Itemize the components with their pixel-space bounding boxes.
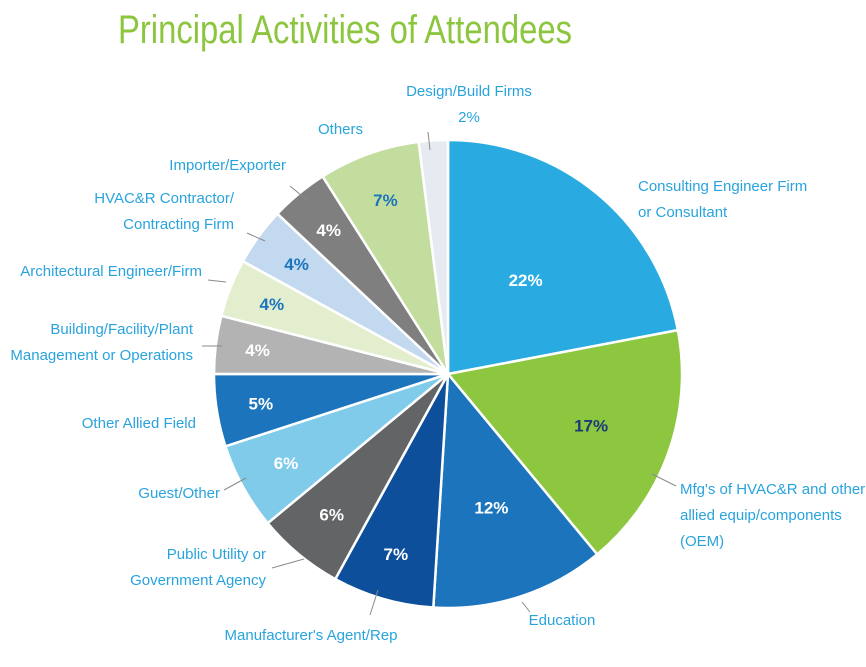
- slice-category-label: Guest/Other: [138, 485, 220, 502]
- pie-slice: [417, 138, 450, 375]
- chart-title: Principal Activities of Attendees: [118, 8, 572, 52]
- slice-value-label: 4%: [260, 295, 285, 314]
- slice-value-label: 22%: [509, 271, 543, 290]
- slice-category-label: Architectural Engineer/Firm: [20, 263, 202, 280]
- pie-slice: [431, 370, 599, 610]
- slice-value-label: 17%: [574, 417, 608, 436]
- slice-category-label: HVAC&R Contractor/Contracting Firm: [94, 190, 235, 233]
- slice-value-label: 4%: [316, 221, 341, 240]
- slice-value-label: 7%: [384, 545, 409, 564]
- leader-line: [207, 279, 227, 283]
- slice-category-label: Mfg's of HVAC&R and other allied equip/co…: [680, 481, 865, 550]
- slice-category-label: Importer/Exporter: [169, 157, 286, 174]
- leader-line: [427, 131, 431, 151]
- slice-category-label: Education: [529, 612, 596, 629]
- slice-value-label: 4%: [245, 341, 270, 360]
- slice-value-label: 7%: [373, 191, 398, 210]
- leader-line: [246, 232, 266, 242]
- leader-line: [651, 473, 677, 487]
- slice-category-label: Manufacturer's Agent/Rep: [225, 627, 398, 644]
- slice-value-label: 4%: [284, 255, 309, 274]
- leader-line: [369, 589, 379, 616]
- slice-category-label: Consulting Engineer Firm or Consultant: [638, 178, 807, 221]
- leader-line: [223, 477, 247, 491]
- slice-category-label: Other Allied Field: [82, 415, 196, 432]
- slice-category-label: Public Utility or Government Agency: [130, 546, 266, 589]
- slice-value-label: 12%: [474, 499, 508, 518]
- pie-slice: [445, 328, 684, 557]
- slice-category-label: Design/Build Firms 2%: [406, 83, 532, 126]
- pie-slice: [320, 140, 450, 375]
- slice-value-label: 6%: [319, 506, 344, 525]
- leader-line: [289, 185, 308, 201]
- pie-slice: [333, 373, 450, 609]
- slice-value-label: 5%: [249, 395, 274, 414]
- leader-line: [271, 558, 305, 569]
- pie-slice: [446, 138, 680, 376]
- slice-category-label: Building/Facility/Plant Management or Ope…: [10, 321, 193, 364]
- slice-value-label: 6%: [274, 454, 299, 473]
- leader-line: [521, 601, 531, 613]
- slice-category-label: Others: [318, 121, 363, 138]
